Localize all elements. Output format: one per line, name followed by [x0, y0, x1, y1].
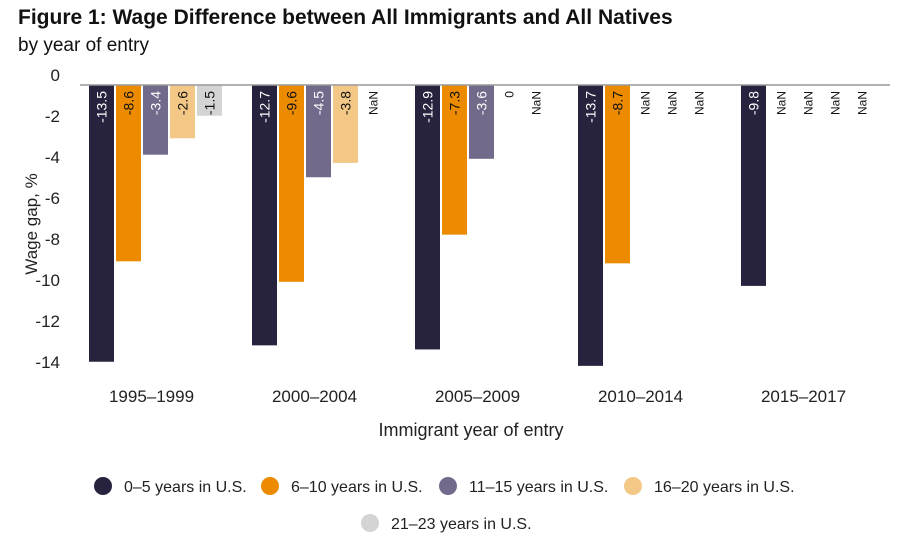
- bar-data-label: 0: [503, 91, 517, 98]
- legend-marker: [361, 514, 379, 532]
- bar-data-label: -9.6: [284, 91, 300, 115]
- y-tick-label: -12: [35, 312, 60, 331]
- y-axis-label: Wage gap, %: [22, 173, 41, 274]
- bar-data-label: NaN: [666, 91, 680, 115]
- legend-marker: [624, 477, 642, 495]
- legend-marker: [439, 477, 457, 495]
- bar-data-label: -8.6: [121, 91, 137, 115]
- y-tick-label: -8: [45, 230, 60, 249]
- legend-label: 6–10 years in U.S.: [291, 479, 423, 496]
- bar: [578, 85, 603, 366]
- bar: [170, 85, 195, 139]
- bar-data-label: -2.6: [175, 91, 191, 115]
- bar-data-label: -3.6: [474, 91, 490, 115]
- bar-data-label: -3.4: [148, 91, 164, 115]
- bar-data-label: -12.7: [257, 91, 273, 123]
- bar-data-label: NaN: [693, 91, 707, 115]
- bar-data-label: -7.3: [447, 91, 463, 115]
- bar: [605, 85, 630, 264]
- y-tick-label: -2: [45, 107, 60, 126]
- x-tick-label: 1995–1999: [109, 387, 194, 406]
- bar: [415, 85, 440, 350]
- bar-data-label: -8.7: [610, 91, 626, 115]
- bar-data-label: -13.7: [583, 91, 599, 123]
- bar-data-label: -9.8: [746, 91, 762, 115]
- bar: [116, 85, 141, 262]
- bar: [333, 85, 358, 163]
- y-tick-label: -14: [35, 353, 60, 372]
- bar-data-label: NaN: [530, 91, 544, 115]
- legend-label: 21–23 years in U.S.: [391, 516, 532, 533]
- bar-data-label: -1.5: [202, 91, 218, 115]
- legend-label: 11–15 years in U.S.: [469, 479, 608, 496]
- bar-data-label: -13.5: [94, 91, 110, 123]
- legend-label: 0–5 years in U.S.: [124, 479, 247, 496]
- bar: [306, 85, 331, 178]
- bar: [469, 85, 494, 159]
- bar-data-label: -3.8: [338, 91, 354, 115]
- bar: [442, 85, 467, 235]
- x-tick-label: 2015–2017: [761, 387, 846, 406]
- bar: [143, 85, 168, 155]
- bar: [279, 85, 304, 282]
- x-tick-label: 2010–2014: [598, 387, 683, 406]
- bar: [741, 85, 766, 286]
- bar: [252, 85, 277, 346]
- bar-data-label: NaN: [802, 91, 816, 115]
- legend-marker: [94, 477, 112, 495]
- bar-data-label: NaN: [367, 91, 381, 115]
- chart-subtitle: by year of entry: [18, 35, 149, 56]
- x-tick-label: 2000–2004: [272, 387, 357, 406]
- legend-label: 16–20 years in U.S.: [654, 479, 795, 496]
- bar-data-label: NaN: [829, 91, 843, 115]
- y-tick-label: -4: [45, 148, 60, 167]
- bar-data-label: -4.5: [311, 91, 327, 115]
- x-tick-label: 2005–2009: [435, 387, 520, 406]
- chart-title: Figure 1: Wage Difference between All Im…: [18, 6, 673, 29]
- bar-data-label: NaN: [639, 91, 653, 115]
- y-tick-label: -10: [35, 271, 60, 290]
- x-axis-label: Immigrant year of entry: [378, 420, 563, 440]
- bar-data-label: -12.9: [420, 91, 436, 123]
- legend-marker: [261, 477, 279, 495]
- bar: [89, 85, 114, 362]
- y-tick-label: 0: [51, 66, 60, 85]
- y-tick-label: -6: [45, 189, 60, 208]
- bar-data-label: NaN: [775, 91, 789, 115]
- bar: [197, 85, 222, 116]
- bar-data-label: NaN: [856, 91, 870, 115]
